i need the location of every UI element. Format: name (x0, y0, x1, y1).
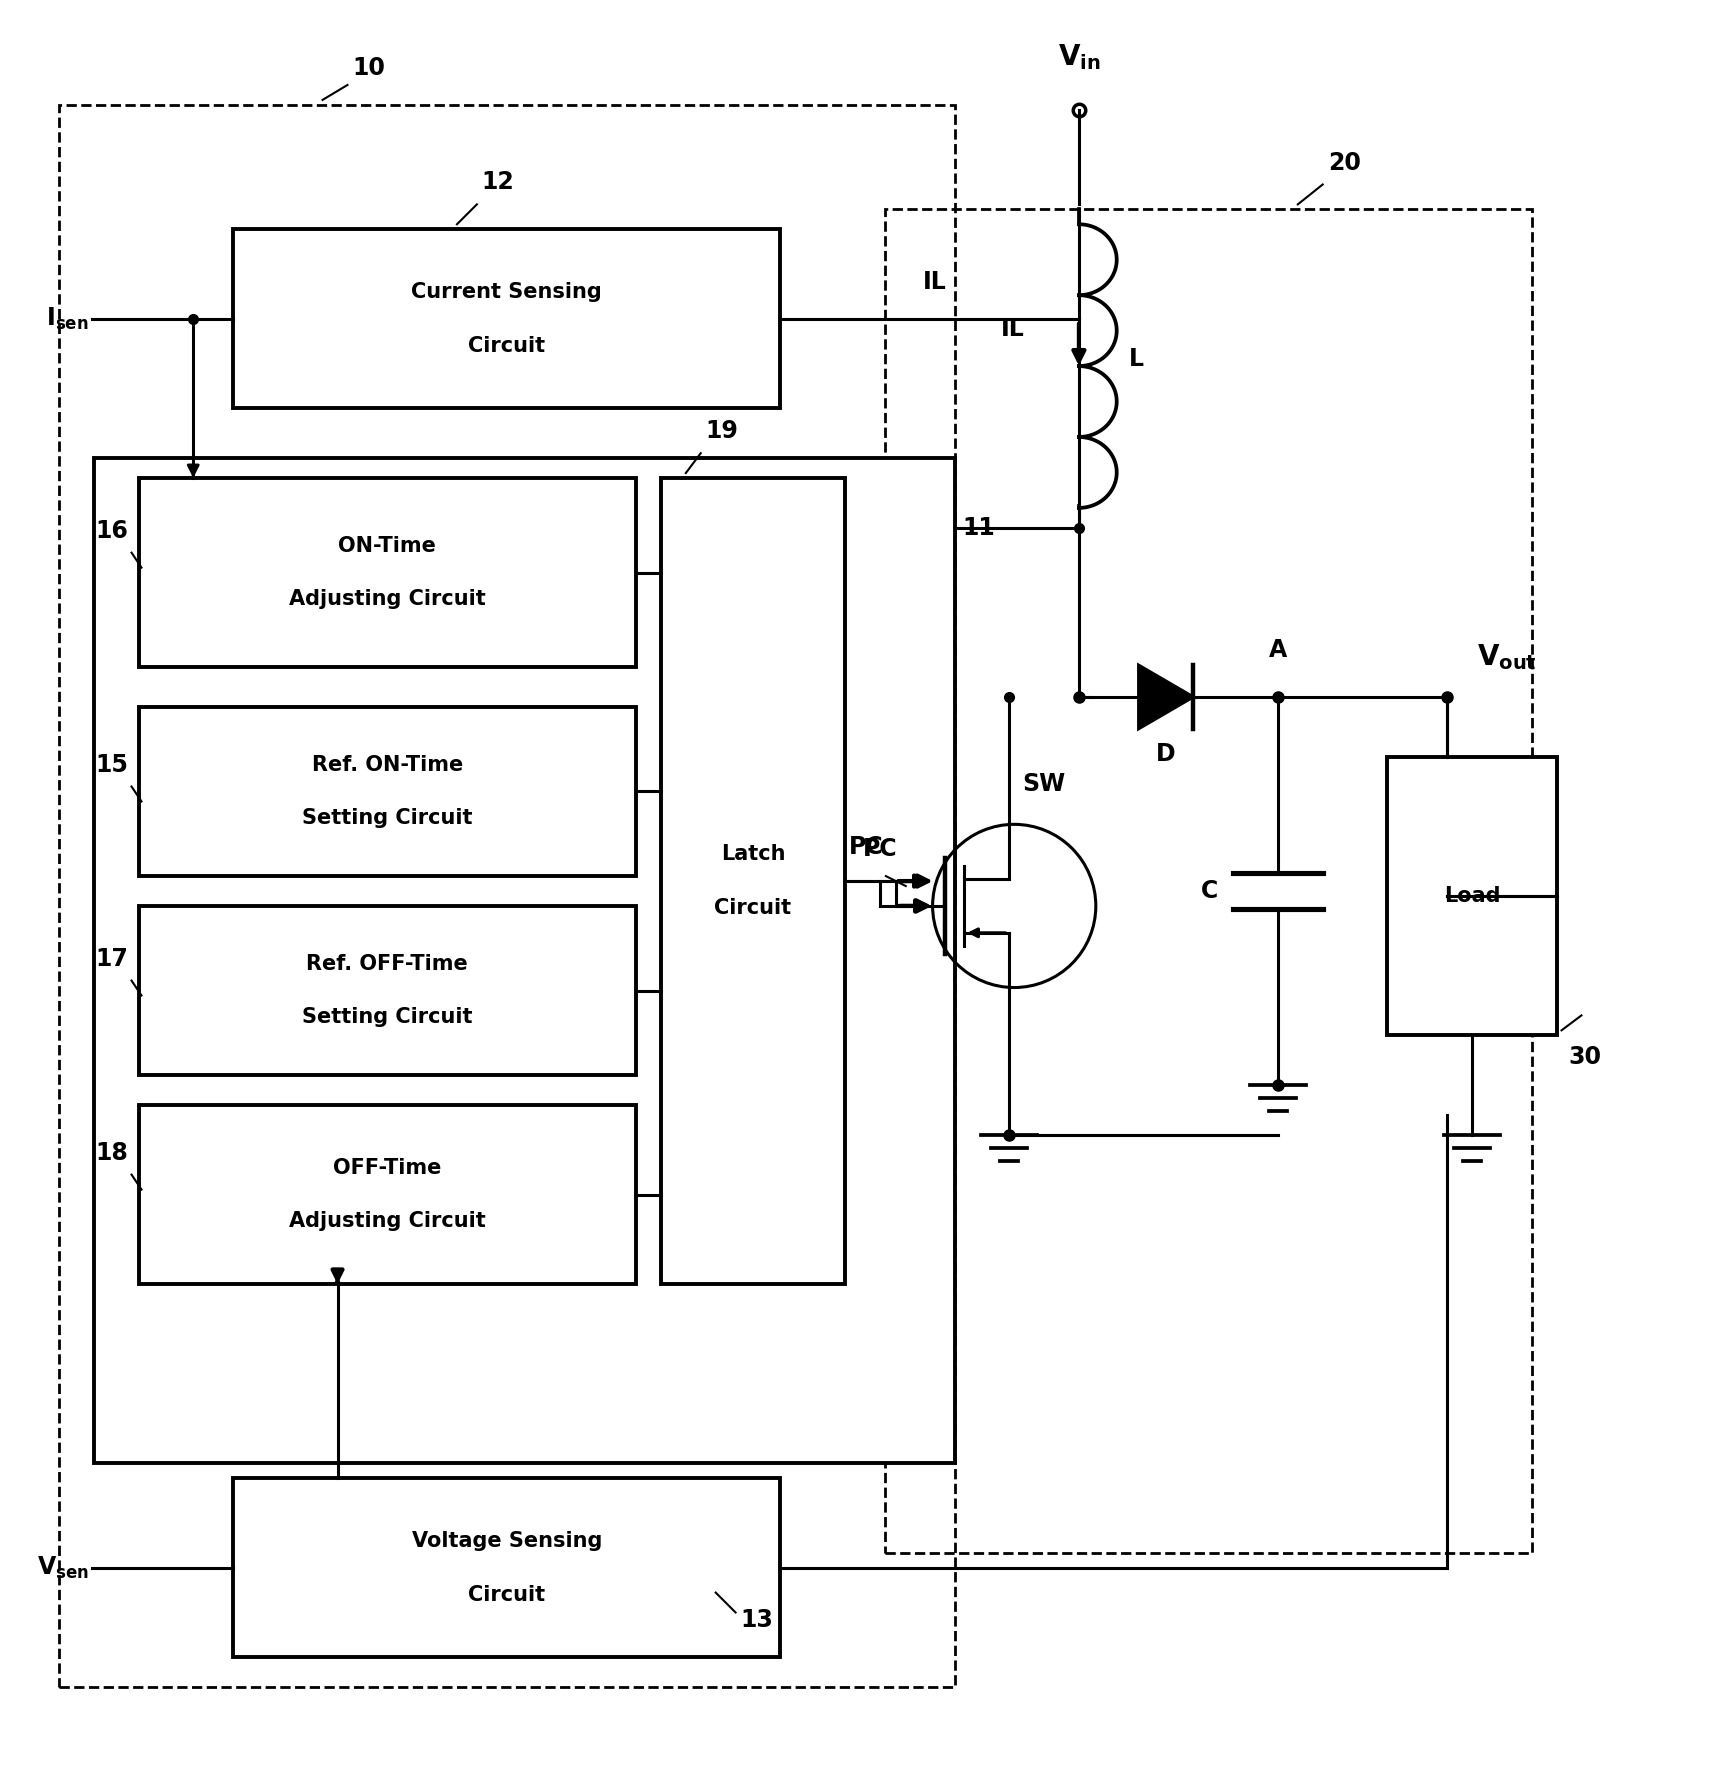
Bar (885, 209, 1531, 1552)
Text: D: D (1155, 741, 1176, 766)
Polygon shape (1138, 664, 1193, 729)
Bar (138, 1106, 636, 1284)
Text: Ref. ON-Time: Ref. ON-Time (311, 755, 463, 775)
Text: C: C (1201, 879, 1219, 904)
Text: A: A (1268, 638, 1287, 663)
Text: 11: 11 (962, 516, 995, 539)
Bar (1388, 757, 1557, 1036)
Text: Current Sensing: Current Sensing (412, 282, 602, 302)
Text: SW: SW (1022, 773, 1066, 797)
Text: Circuit: Circuit (714, 898, 791, 918)
Text: 10: 10 (352, 55, 385, 80)
Text: 15: 15 (96, 752, 128, 777)
Text: Setting Circuit: Setting Circuit (302, 1007, 473, 1027)
Text: Voltage Sensing: Voltage Sensing (412, 1531, 602, 1550)
Text: $\mathbf{I}_{\mathbf{sen}}$: $\mathbf{I}_{\mathbf{sen}}$ (46, 305, 89, 332)
Bar (138, 707, 636, 877)
Text: IL: IL (1000, 316, 1024, 341)
Bar (232, 1479, 781, 1657)
Text: PC: PC (849, 836, 884, 859)
Text: Latch: Latch (721, 845, 784, 864)
Text: ON-Time: ON-Time (338, 536, 436, 555)
Bar (661, 479, 844, 1284)
Text: $\mathbf{V}_{\mathbf{out}}$: $\mathbf{V}_{\mathbf{out}}$ (1477, 643, 1536, 672)
Bar (232, 229, 781, 409)
Text: 17: 17 (96, 947, 128, 970)
Text: Adjusting Circuit: Adjusting Circuit (289, 1211, 485, 1231)
Text: $\mathbf{V}_{\mathbf{in}}$: $\mathbf{V}_{\mathbf{in}}$ (1058, 43, 1101, 71)
Text: Setting Circuit: Setting Circuit (302, 809, 473, 829)
Bar (58, 105, 955, 1688)
Text: 18: 18 (96, 1141, 128, 1164)
Text: $\mathbf{V}_{\mathbf{sen}}$: $\mathbf{V}_{\mathbf{sen}}$ (38, 1554, 89, 1581)
Text: Adjusting Circuit: Adjusting Circuit (289, 589, 485, 609)
Text: 16: 16 (96, 518, 128, 543)
Text: L: L (1128, 346, 1143, 371)
Text: Circuit: Circuit (468, 1584, 545, 1604)
Text: IL: IL (923, 270, 947, 295)
Bar (138, 906, 636, 1075)
Text: Load: Load (1444, 886, 1501, 906)
Text: 30: 30 (1569, 1045, 1601, 1070)
Text: 12: 12 (482, 170, 514, 195)
Bar (138, 479, 636, 668)
Text: Circuit: Circuit (468, 336, 545, 355)
Text: Ref. OFF-Time: Ref. OFF-Time (306, 954, 468, 973)
Text: 13: 13 (740, 1609, 774, 1632)
Text: 20: 20 (1328, 150, 1360, 175)
Text: PC: PC (863, 838, 897, 861)
Text: 19: 19 (706, 420, 738, 443)
Text: OFF-Time: OFF-Time (333, 1157, 441, 1177)
Bar (94, 459, 955, 1463)
